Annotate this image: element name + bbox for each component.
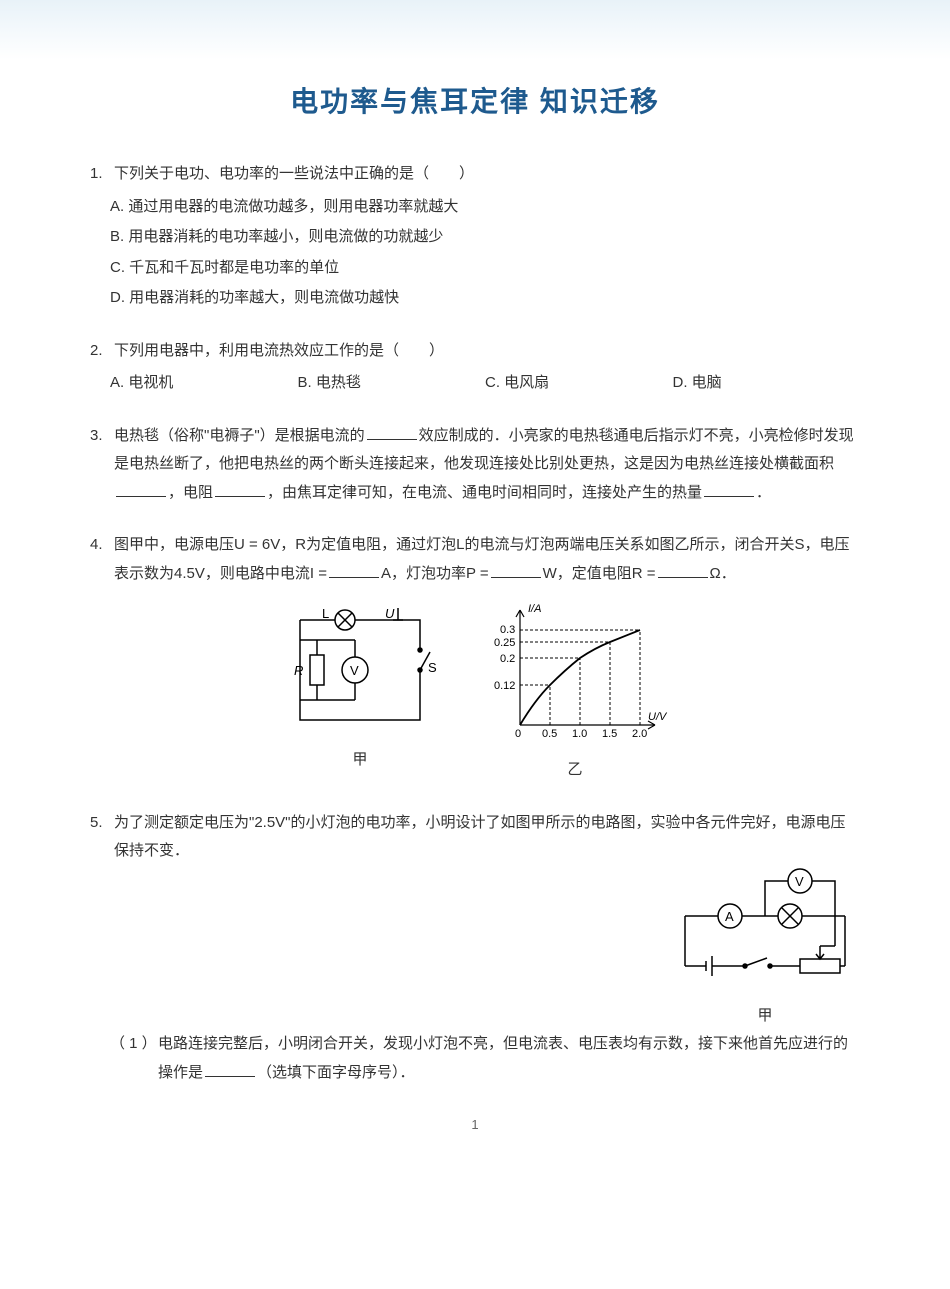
iv-curve-chart: I/A U/V 0 0.5 1.0 1.5 2.0 0.12 0.2 0.25 … xyxy=(480,600,670,750)
q3-blank-3 xyxy=(215,482,265,497)
svg-text:2.0: 2.0 xyxy=(632,728,647,740)
svg-text:S: S xyxy=(428,660,437,675)
q5-sub1-body: 电路连接完整后，小明闭合开关，发现小灯泡不亮，但电流表、电压表均有示数，接下来他… xyxy=(158,1030,860,1087)
q5-number: 5. xyxy=(90,809,114,866)
q5-figure: V A xyxy=(670,866,860,1031)
question-1: 1. 下列关于电功、电功率的一些说法中正确的是（ ） A. 通过用电器的电流做功… xyxy=(90,160,860,313)
svg-text:0.2: 0.2 xyxy=(500,653,515,665)
svg-text:L: L xyxy=(322,606,329,621)
q4-figures: L U S xyxy=(90,600,860,785)
svg-text:0.12: 0.12 xyxy=(494,680,515,692)
q2-options: A. 电视机 B. 电热毯 C. 电风扇 D. 电脑 xyxy=(90,369,860,398)
q2-opt-b: B. 电热毯 xyxy=(298,369,486,398)
svg-text:V: V xyxy=(350,663,359,678)
q1-opt-d: D. 用电器消耗的功率越大，则电流做功越快 xyxy=(90,284,860,313)
question-4: 4. 图甲中，电源电压U = 6V，R为定值电阻，通过灯泡L的电流与灯泡两端电压… xyxy=(90,531,860,785)
q4-body: 图甲中，电源电压U = 6V，R为定值电阻，通过灯泡L的电流与灯泡两端电压关系如… xyxy=(114,531,860,588)
q1-number: 1. xyxy=(90,160,114,189)
q3-blank-2 xyxy=(116,482,166,497)
q2-opt-a: A. 电视机 xyxy=(110,369,298,398)
svg-text:0: 0 xyxy=(515,728,521,740)
q4-caption-b: 乙 xyxy=(480,756,670,785)
q2-opt-d: D. 电脑 xyxy=(673,369,861,398)
q2-number: 2. xyxy=(90,337,114,366)
q2-opt-c: C. 电风扇 xyxy=(485,369,673,398)
q1-opt-b: B. 用电器消耗的电功率越小，则电流做的功就越少 xyxy=(90,223,860,252)
q3-body: 电热毯（俗称"电褥子"）是根据电流的效应制成的．小亮家的电热毯通电后指示灯不亮，… xyxy=(114,422,860,508)
svg-text:A: A xyxy=(725,909,734,924)
page-content: 电功率与焦耳定律 知识迁移 1. 下列关于电功、电功率的一些说法中正确的是（ ）… xyxy=(0,0,950,1172)
svg-text:0.5: 0.5 xyxy=(542,728,557,740)
q1-stem: 下列关于电功、电功率的一些说法中正确的是（ ） xyxy=(114,160,860,189)
measurement-circuit-icon: V A xyxy=(670,866,860,996)
page-number: 1 xyxy=(90,1117,860,1132)
q2-stem: 下列用电器中，利用电流热效应工作的是（ ） xyxy=(114,337,860,366)
q4-number: 4. xyxy=(90,531,114,588)
q1-opt-c: C. 千瓦和千瓦时都是电功率的单位 xyxy=(90,254,860,283)
svg-text:R: R xyxy=(294,663,303,678)
question-3: 3. 电热毯（俗称"电褥子"）是根据电流的效应制成的．小亮家的电热毯通电后指示灯… xyxy=(90,422,860,508)
page-title: 电功率与焦耳定律 知识迁移 xyxy=(90,80,860,120)
svg-text:0.25: 0.25 xyxy=(494,637,515,649)
q4-figure-graph: I/A U/V 0 0.5 1.0 1.5 2.0 0.12 0.2 0.25 … xyxy=(480,600,670,785)
q1-options: A. 通过用电器的电流做功越多，则用电器功率就越大 B. 用电器消耗的电功率越小… xyxy=(90,193,860,313)
q5-stem: 为了测定额定电压为"2.5V"的小灯泡的电功率，小明设计了如图甲所示的电路图，实… xyxy=(114,809,860,866)
svg-text:I/A: I/A xyxy=(528,603,541,615)
question-5: 5. 为了测定额定电压为"2.5V"的小灯泡的电功率，小明设计了如图甲所示的电路… xyxy=(90,809,860,1088)
svg-text:1.0: 1.0 xyxy=(572,728,587,740)
q5-sub1-blank xyxy=(205,1062,255,1077)
q4-figure-circuit: L U S xyxy=(280,600,440,775)
q1-opt-a: A. 通过用电器的电流做功越多，则用电器功率就越大 xyxy=(90,193,860,222)
svg-text:V: V xyxy=(795,874,804,889)
circuit-diagram-icon: L U S xyxy=(280,600,440,740)
q5-sub1-num: （ 1 ） xyxy=(110,1030,158,1087)
svg-text:1.5: 1.5 xyxy=(602,728,617,740)
q4-blank-2 xyxy=(491,563,541,578)
q3-blank-1 xyxy=(367,425,417,440)
q4-blank-1 xyxy=(329,563,379,578)
svg-text:0.3: 0.3 xyxy=(500,624,515,636)
q5-caption: 甲 xyxy=(670,1002,860,1031)
q4-caption-a: 甲 xyxy=(280,746,440,775)
svg-text:U/V: U/V xyxy=(648,711,668,723)
q4-blank-3 xyxy=(658,563,708,578)
q3-blank-4 xyxy=(704,482,754,497)
question-2: 2. 下列用电器中，利用电流热效应工作的是（ ） A. 电视机 B. 电热毯 C… xyxy=(90,337,860,398)
svg-text:U: U xyxy=(385,606,395,621)
q5-sub1: （ 1 ） 电路连接完整后，小明闭合开关，发现小灯泡不亮，但电流表、电压表均有示… xyxy=(90,1030,860,1087)
q3-number: 3. xyxy=(90,422,114,508)
